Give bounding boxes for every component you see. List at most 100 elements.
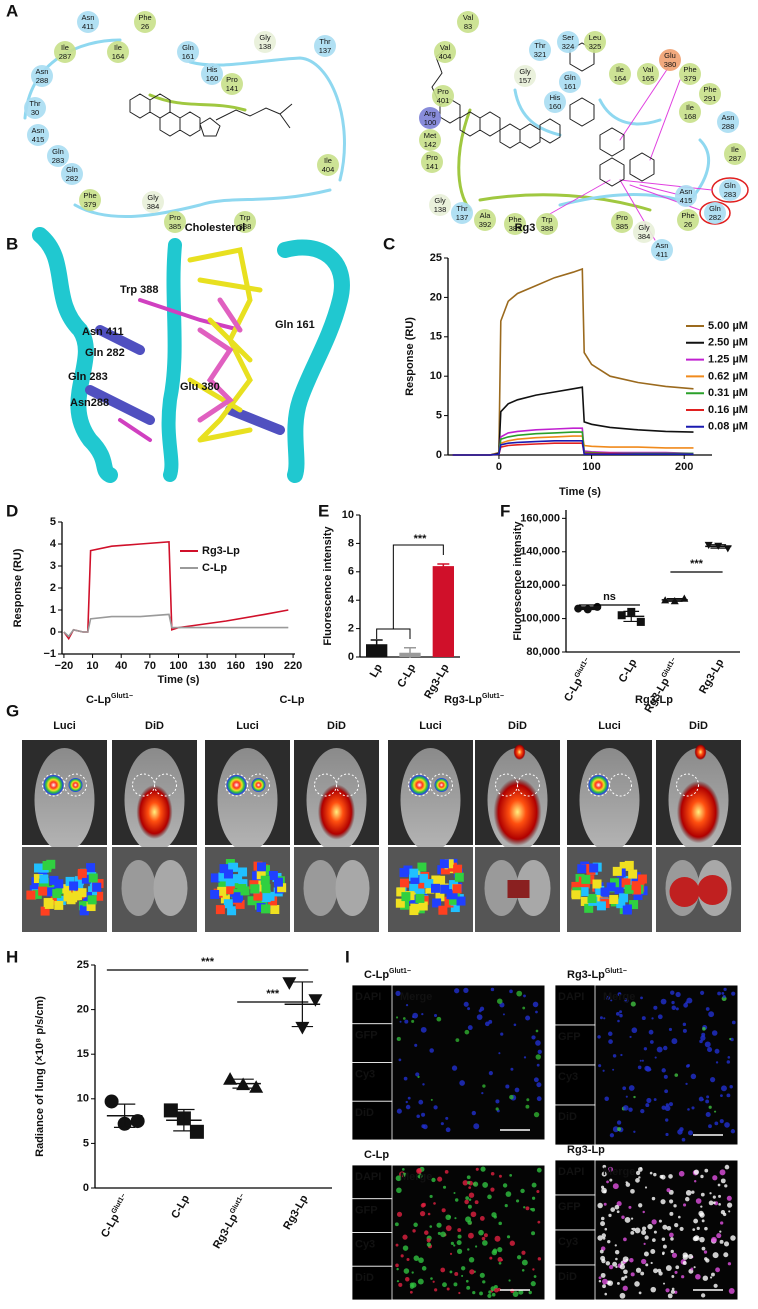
- cell: [693, 1235, 700, 1241]
- cell: [704, 1226, 708, 1231]
- luci-pixel: [72, 891, 82, 901]
- cell: [419, 1211, 426, 1217]
- cell: [607, 1031, 613, 1037]
- cell: [668, 1102, 673, 1107]
- did-signal: [669, 877, 700, 907]
- cell: [670, 1237, 674, 1241]
- cell: [510, 1067, 514, 1071]
- cell: [651, 1219, 657, 1225]
- text-part: Lp: [368, 662, 385, 680]
- cell: [440, 1122, 444, 1126]
- luci-pixel: [256, 879, 266, 889]
- panel-label: I: [345, 947, 350, 966]
- residue-name: Asn: [36, 67, 49, 76]
- residue-number: 141: [426, 162, 439, 171]
- cell: [658, 1219, 662, 1223]
- luci-pixel: [418, 873, 428, 883]
- luci-pixel: [77, 888, 87, 898]
- cell: [416, 1114, 420, 1119]
- residue-name: Leu: [589, 33, 602, 42]
- cell: [523, 1056, 527, 1059]
- luci-pixel: [34, 863, 44, 873]
- cell: [607, 1239, 611, 1244]
- residue-number: 385: [169, 222, 182, 231]
- luci-pixel: [38, 886, 48, 896]
- point: [295, 1021, 310, 1035]
- residue-name: Gln: [709, 204, 721, 213]
- channel-tile: [554, 1264, 596, 1301]
- luci-pixel: [92, 882, 102, 892]
- cell: [687, 1253, 694, 1260]
- cell: [535, 1040, 541, 1046]
- y-tick-label: 140,000: [520, 546, 560, 558]
- cell: [396, 1280, 400, 1283]
- did-signal: [317, 784, 356, 840]
- luci-pixel: [233, 874, 243, 884]
- cell: [598, 1279, 602, 1283]
- luci-pixel: [218, 878, 228, 888]
- cell: [398, 1282, 403, 1287]
- luci-pixel: [415, 893, 425, 903]
- cell: [433, 1013, 438, 1018]
- cell: [478, 1009, 482, 1013]
- cell: [440, 1231, 446, 1238]
- cell: [466, 1175, 471, 1180]
- residue-number: 380: [664, 60, 677, 69]
- luci-pixel: [268, 896, 278, 906]
- cell: [616, 1201, 622, 1207]
- cell: [715, 1267, 721, 1273]
- cell: [663, 1045, 668, 1051]
- cell: [623, 1269, 628, 1275]
- cell: [605, 1261, 611, 1266]
- cell: [731, 1020, 736, 1025]
- cell: [660, 998, 667, 1005]
- cell: [411, 1271, 414, 1274]
- cell: [528, 1290, 532, 1295]
- cell: [625, 1182, 631, 1187]
- error-bar: [623, 610, 640, 623]
- residue-number: 83: [464, 22, 472, 31]
- cell: [640, 1109, 645, 1114]
- luci-pixel: [261, 884, 271, 894]
- luci-pixel: [228, 862, 238, 872]
- channel-tile: [554, 1104, 596, 1146]
- cell: [730, 1235, 736, 1241]
- residue-blob: [421, 151, 443, 173]
- cell: [612, 1183, 619, 1190]
- luci-pixel: [439, 859, 449, 869]
- legend-label: Rg3-Lp: [202, 545, 240, 557]
- cell: [651, 1196, 656, 1201]
- cell: [645, 1066, 651, 1072]
- cell: [721, 1085, 727, 1092]
- cell: [698, 1096, 704, 1102]
- luci-pixel: [454, 872, 464, 882]
- cell: [721, 991, 725, 995]
- cell: [615, 1265, 618, 1269]
- cell: [449, 1252, 453, 1255]
- luci-pixel: [399, 878, 409, 888]
- group-title: Rg3-LpGlut1−: [567, 968, 627, 981]
- y-tick-label: 2: [50, 582, 56, 594]
- cell: [642, 1210, 645, 1214]
- channel-label: GFP: [355, 1030, 378, 1042]
- residue-blob: [544, 91, 566, 113]
- luci-pixel: [63, 892, 73, 902]
- cell: [598, 1064, 602, 1068]
- cell: [645, 1103, 650, 1108]
- luci-pixel: [87, 895, 97, 905]
- cell: [616, 1120, 622, 1125]
- significance: ***: [414, 533, 428, 545]
- cell: [430, 1277, 433, 1280]
- luci-pixel: [256, 870, 266, 880]
- cell: [525, 1206, 530, 1211]
- luci-pixel: [410, 874, 420, 884]
- residue-number: 415: [32, 135, 45, 144]
- residue-number: 141: [226, 84, 239, 93]
- luci-pixel: [49, 875, 59, 885]
- cell: [705, 1007, 710, 1011]
- cell: [669, 1232, 674, 1238]
- residue-blob: [47, 145, 69, 167]
- cell: [711, 1272, 715, 1277]
- residue-blob: [611, 211, 633, 233]
- roi-circle: [154, 773, 177, 797]
